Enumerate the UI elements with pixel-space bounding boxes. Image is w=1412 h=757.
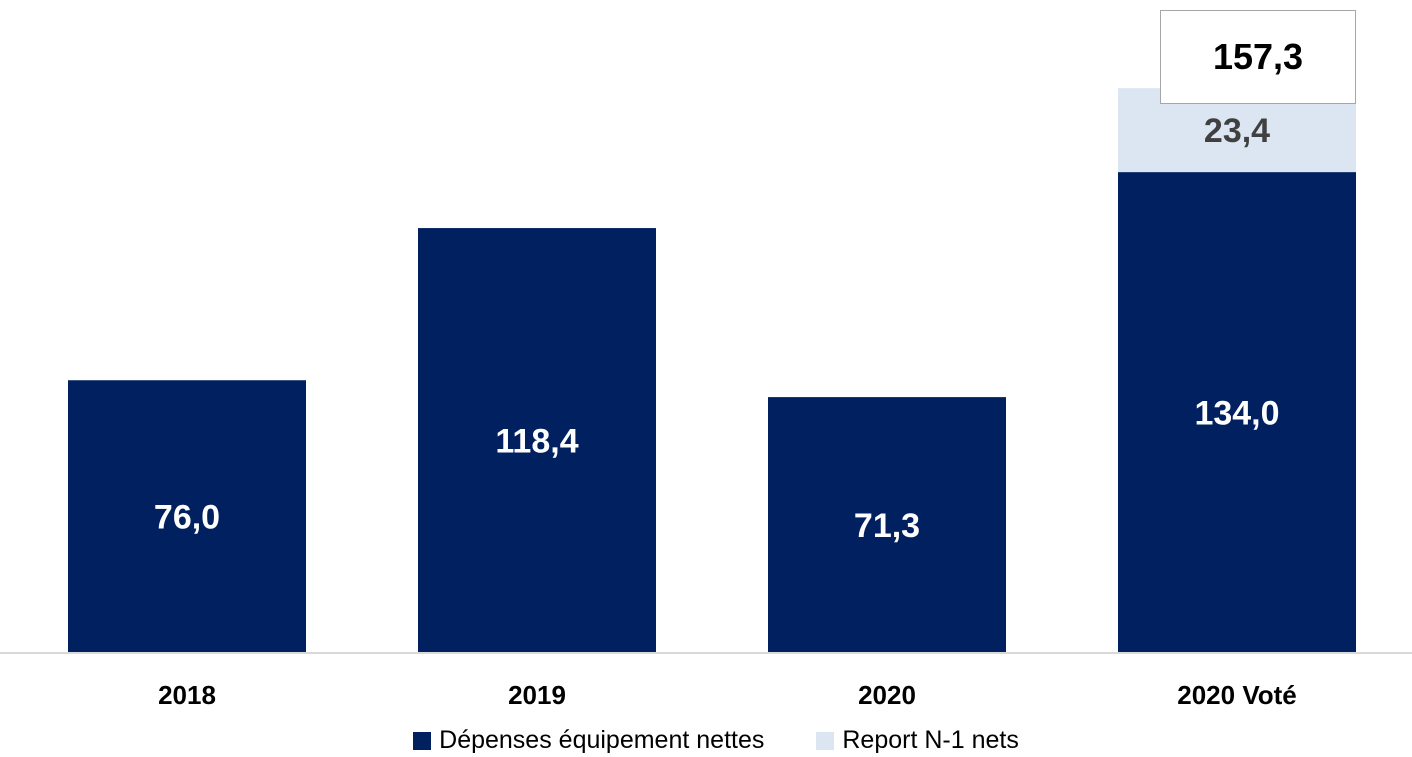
category-labels-layer: 2018 2019 2020 2020 Voté <box>158 680 1297 710</box>
legend-item-report: Report N-1 nets <box>816 726 1019 755</box>
data-labels-layer: 76,0 118,4 71,3 134,0 23,4 <box>154 112 1280 545</box>
total-label-box: 157,3 <box>1160 10 1356 104</box>
legend-swatch-report <box>816 731 835 750</box>
legend-item-depenses: Dépenses équipement nettes <box>413 726 764 755</box>
data-label-depenses-0: 76,0 <box>154 499 220 537</box>
category-label-2: 2020 <box>858 680 916 710</box>
data-label-depenses-1: 118,4 <box>495 423 578 461</box>
legend-swatch-depenses <box>413 731 432 750</box>
bar-depenses-1 <box>418 228 656 653</box>
bar-depenses-3 <box>1118 172 1356 654</box>
data-label-depenses-2: 71,3 <box>854 507 920 545</box>
legend-label-report: Report N-1 nets <box>842 726 1019 754</box>
bars-layer <box>68 88 1356 654</box>
total-label: 157,3 <box>1212 36 1304 77</box>
legend: Dépenses équipement nettes Report N-1 ne… <box>0 726 1412 755</box>
category-label-1: 2019 <box>508 680 566 710</box>
data-label-depenses-3: 134,0 <box>1194 395 1279 433</box>
data-label-report-3: 23,4 <box>1204 112 1270 150</box>
legend-label-depenses: Dépenses équipement nettes <box>439 726 765 754</box>
category-label-0: 2018 <box>158 680 216 710</box>
bar-depenses-2 <box>768 397 1006 653</box>
category-label-3: 2020 Voté <box>1177 680 1296 710</box>
bar-depenses-0 <box>68 380 306 653</box>
